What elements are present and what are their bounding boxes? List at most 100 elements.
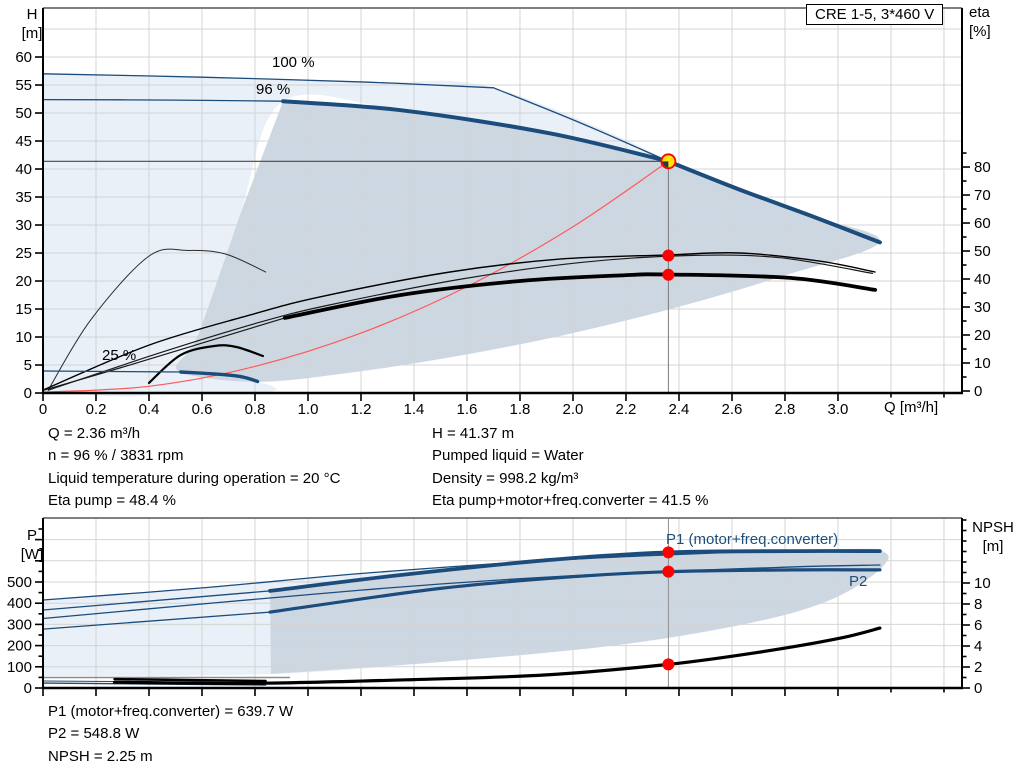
tick-label: 200 bbox=[7, 638, 32, 655]
operating-envelope bbox=[176, 101, 881, 382]
result-point bbox=[662, 268, 675, 281]
operating-envelope-power bbox=[270, 549, 889, 674]
tick-label: 2.4 bbox=[669, 401, 690, 418]
tick-label: 0.6 bbox=[192, 401, 213, 418]
result-p2: P2 = 548.8 W bbox=[48, 725, 140, 743]
result-head: H = 41.37 m bbox=[432, 425, 515, 442]
speed-96-thick bbox=[281, 99, 671, 164]
tick-label: 35 bbox=[15, 189, 32, 206]
tick-label: 0 bbox=[39, 401, 47, 418]
tick-label: 70 bbox=[974, 187, 991, 204]
system-curve bbox=[42, 160, 669, 393]
speed-25-thick bbox=[179, 370, 260, 384]
duty-point-wedge bbox=[662, 161, 669, 168]
tick-label: 0.8 bbox=[245, 401, 266, 418]
tick-label: 8 bbox=[974, 596, 982, 613]
tick-label: 20 bbox=[974, 327, 991, 344]
eta-total bbox=[283, 272, 877, 320]
tick-label: 10 bbox=[974, 575, 991, 592]
result-temperature: Liquid temperature during operation = 20… bbox=[48, 469, 341, 487]
eta-pump-100 bbox=[47, 254, 873, 391]
tick-label: 1.2 bbox=[351, 401, 372, 418]
tick-label: 30 bbox=[15, 217, 32, 234]
eta-envelope-arc bbox=[47, 248, 267, 391]
result-liquid: Pumped liquid = Water bbox=[432, 447, 584, 465]
tick-label: 10 bbox=[974, 355, 991, 372]
tick-label: 50 bbox=[974, 243, 991, 260]
result-eta-total: Eta pump+motor+freq.converter = 41.5 % bbox=[432, 492, 709, 510]
tick-label: 100 bbox=[7, 659, 32, 676]
result-npsh: NPSH = 2.25 m bbox=[48, 747, 153, 765]
npsh-axis-title: NPSH [m] bbox=[972, 519, 1014, 555]
p2-96-lead bbox=[42, 611, 271, 630]
tick-label: 0.4 bbox=[139, 401, 160, 418]
result-density: Density = 998.2 kg/m³ bbox=[432, 469, 579, 487]
result-point bbox=[662, 546, 675, 559]
tick-label: 6 bbox=[974, 617, 982, 634]
speed-25-thin bbox=[42, 370, 182, 373]
tick-label: 0 bbox=[24, 680, 32, 697]
tick-label: 10 bbox=[15, 329, 32, 346]
max-curve-thick bbox=[666, 159, 882, 245]
pump-name-badge: CRE 1-5, 3*460 V bbox=[806, 4, 944, 25]
q-axis-title: Q [m³/h] bbox=[884, 399, 939, 416]
tick-label: 0.2 bbox=[86, 401, 107, 418]
pale-envelope bbox=[43, 73, 670, 397]
p1-curve-label: P1 (motor+freq.converter) bbox=[666, 531, 839, 548]
tick-label: 0 bbox=[974, 383, 982, 400]
p1-96-lead bbox=[42, 590, 271, 611]
tick-label: 1.4 bbox=[404, 401, 425, 418]
eta-pump-96 bbox=[43, 251, 876, 391]
p2-100-thin bbox=[42, 564, 881, 620]
tick-label: 0 bbox=[24, 385, 32, 402]
result-point bbox=[662, 565, 675, 578]
eta-axis-title: eta [%] bbox=[969, 4, 991, 40]
h-axis-title: H [m] bbox=[21, 6, 43, 42]
speed-label-100: 100 % bbox=[272, 54, 315, 71]
speed-label-25: 25 % bbox=[102, 347, 137, 364]
tick-label: 40 bbox=[974, 271, 991, 288]
tick-label: 1.8 bbox=[510, 401, 531, 418]
tick-label: 2.0 bbox=[563, 401, 584, 418]
tick-label: 80 bbox=[974, 159, 991, 176]
tick-label: 30 bbox=[974, 299, 991, 316]
result-q: Q = 2.36 m³/h bbox=[48, 425, 141, 442]
tick-label: 25 bbox=[15, 245, 32, 262]
npsh-curve bbox=[112, 626, 882, 685]
p2-96 bbox=[268, 568, 882, 614]
p-axis-title: P [W] bbox=[20, 527, 44, 563]
tick-label: 40 bbox=[15, 161, 32, 178]
speed-100-thin-a bbox=[42, 73, 495, 89]
p1-96 bbox=[268, 549, 882, 593]
tick-label: 2.2 bbox=[616, 401, 637, 418]
tick-label: 60 bbox=[15, 49, 32, 66]
p2-curve-label: P2 bbox=[849, 573, 868, 590]
tick-label: 400 bbox=[7, 595, 32, 612]
tick-label: 2.8 bbox=[775, 401, 796, 418]
tick-label: 45 bbox=[15, 133, 32, 150]
tick-label: 300 bbox=[7, 616, 32, 633]
eta-25-arc bbox=[147, 344, 264, 384]
tick-label: 1.6 bbox=[457, 401, 478, 418]
tick-label: 5 bbox=[24, 357, 32, 374]
tick-label: 50 bbox=[15, 105, 32, 122]
tick-label: 4 bbox=[974, 638, 982, 655]
head-efficiency-chart: 0 5 10 15 20 25 30 35 40 45 50 55 60 0 10 20 30 40 50 60 70 8… bbox=[15, 7, 991, 418]
tick-label: 500 bbox=[7, 574, 32, 591]
tick-label: 20 bbox=[15, 273, 32, 290]
tick-label: 15 bbox=[15, 301, 32, 318]
speed-100-thin-b bbox=[492, 87, 670, 162]
power-npsh-chart: 0 100 200 300 400 500 0 2 4 6 8 10 bbox=[7, 517, 991, 697]
result-p1: P1 (motor+freq.converter) = 639.7 W bbox=[48, 703, 294, 720]
tick-label: 2 bbox=[974, 659, 982, 676]
duty-results-right: H = 41.37 m Pumped liquid = Water Densit… bbox=[432, 425, 708, 515]
speed-96-thin bbox=[42, 98, 284, 102]
power-results: P1 (motor+freq.converter) = 639.7 W P2 =… bbox=[48, 703, 293, 770]
tick-label: 3.0 bbox=[828, 401, 849, 418]
duty-results-left: Q = 2.36 m³/h n = 96 % / 3831 rpm Liquid… bbox=[48, 425, 340, 515]
tick-label: 55 bbox=[15, 77, 32, 94]
tick-label: 0 bbox=[974, 680, 982, 697]
tick-label: 2.6 bbox=[722, 401, 743, 418]
